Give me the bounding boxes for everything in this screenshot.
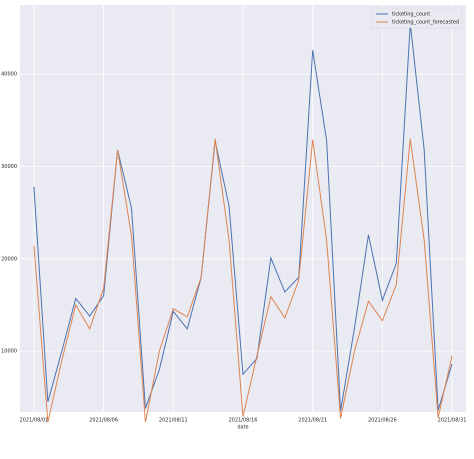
x-tick-label: 2021/08/21	[298, 418, 327, 424]
series-line	[33, 138, 453, 423]
legend-label: ticketing_count	[392, 12, 430, 18]
x-tick-label: 2021/08/31	[438, 418, 467, 424]
x-tick-label: 2021/08/26	[368, 418, 397, 424]
y-tick-label: 10000	[1, 349, 17, 355]
y-tick-label: 40000	[1, 72, 17, 78]
x-tick-label: 2021/08/11	[159, 418, 188, 424]
legend-label: ticketing_count_forecasted	[392, 20, 459, 26]
legend-box	[371, 7, 463, 29]
y-tick-label: 20000	[1, 256, 17, 262]
x-tick-label: 2021/08/06	[89, 418, 118, 424]
x-axis-label: date	[237, 425, 248, 431]
y-tick-label: 30000	[1, 164, 17, 170]
series-line	[33, 23, 453, 412]
x-tick-label: 2021/08/16	[229, 418, 258, 424]
x-tick-label: 2021/08/01	[20, 418, 49, 424]
